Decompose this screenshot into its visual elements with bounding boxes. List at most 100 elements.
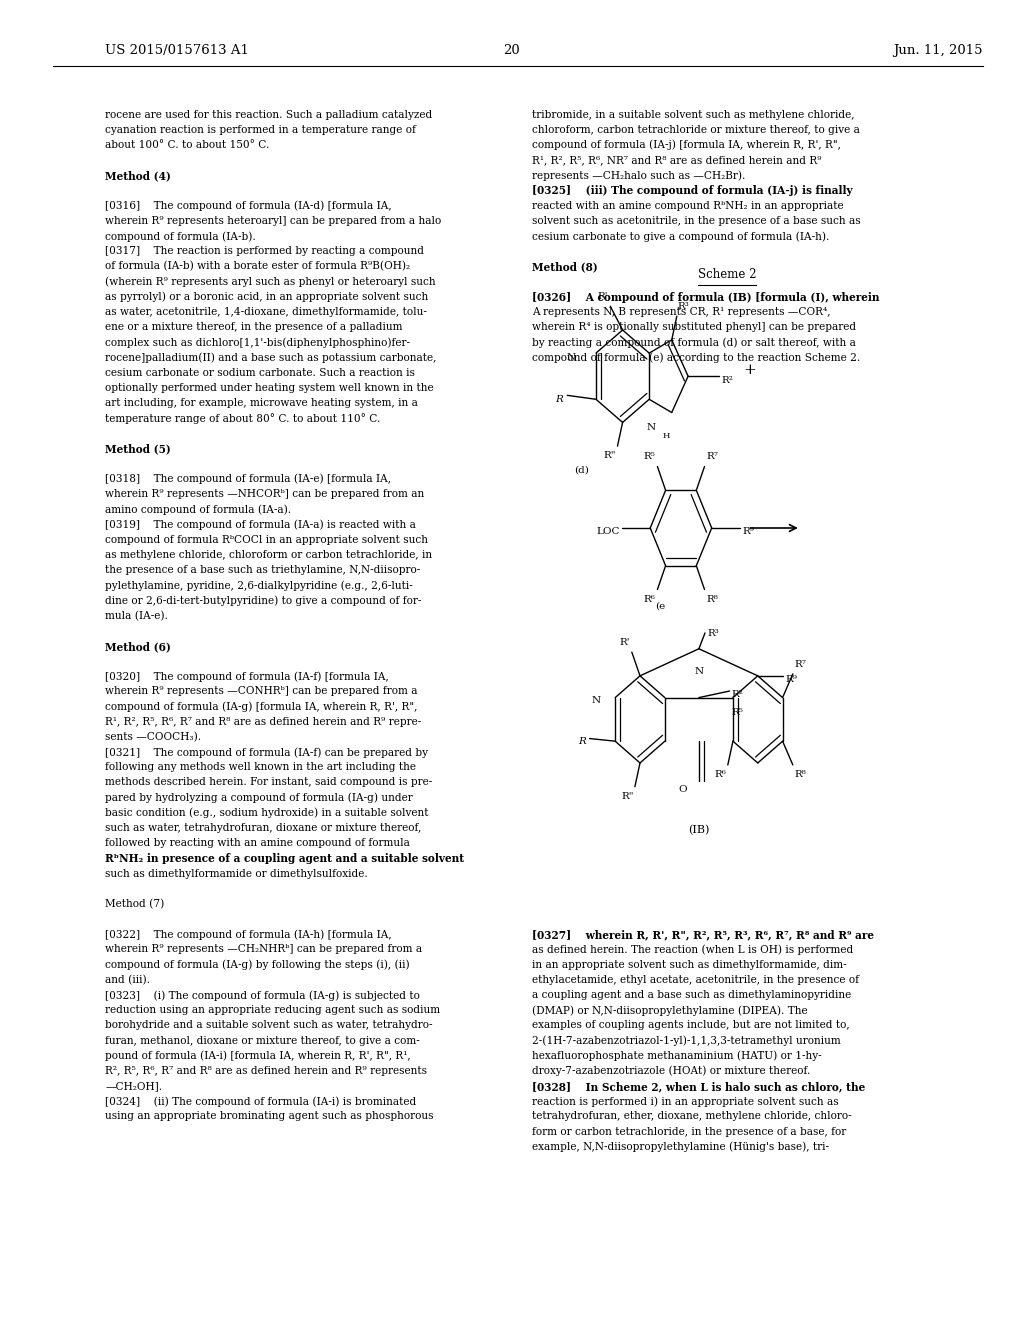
Text: droxy-7-azabenzotriazole (HOAt) or mixture thereof.: droxy-7-azabenzotriazole (HOAt) or mixtu… [532, 1067, 811, 1077]
Text: —CH₂OH].: —CH₂OH]. [105, 1081, 163, 1092]
Text: temperature range of about 80° C. to about 110° C.: temperature range of about 80° C. to abo… [105, 413, 381, 424]
Text: [0324]    (ii) The compound of formula (IA-i) is brominated: [0324] (ii) The compound of formula (IA-… [105, 1096, 417, 1107]
Text: the presence of a base such as triethylamine, N,N-diisopro-: the presence of a base such as triethyla… [105, 565, 421, 576]
Text: following any methods well known in the art including the: following any methods well known in the … [105, 762, 417, 772]
Text: (DMAP) or N,N-diisopropylethylamine (DIPEA). The: (DMAP) or N,N-diisopropylethylamine (DIP… [532, 1006, 808, 1016]
Text: [0326]    A compound of formula (IB) [formula (I), wherein: [0326] A compound of formula (IB) [formu… [532, 292, 880, 302]
Text: compound of formula (e) according to the reaction Scheme 2.: compound of formula (e) according to the… [532, 352, 861, 363]
Text: Scheme 2: Scheme 2 [697, 268, 757, 281]
Text: by reacting a compound of formula (d) or salt thereof, with a: by reacting a compound of formula (d) or… [532, 337, 856, 348]
Text: represents —CH₂halo such as —CH₂Br).: represents —CH₂halo such as —CH₂Br). [532, 170, 745, 181]
Text: [0319]    The compound of formula (IA-a) is reacted with a: [0319] The compound of formula (IA-a) is… [105, 519, 417, 531]
Text: optionally performed under heating system well known in the: optionally performed under heating syste… [105, 383, 434, 393]
Text: 20: 20 [504, 44, 520, 57]
Text: +: + [743, 363, 756, 376]
Text: O: O [678, 784, 686, 793]
Text: tetrahydrofuran, ether, dioxane, methylene chloride, chloro-: tetrahydrofuran, ether, dioxane, methyle… [532, 1111, 852, 1122]
Text: followed by reacting with an amine compound of formula: followed by reacting with an amine compo… [105, 838, 411, 849]
Text: R⁸: R⁸ [707, 595, 719, 603]
Text: R: R [579, 737, 587, 746]
Text: as pyrrolyl) or a boronic acid, in an appropriate solvent such: as pyrrolyl) or a boronic acid, in an ap… [105, 292, 429, 302]
Text: compound of formula (IA-g) by following the steps (i), (ii): compound of formula (IA-g) by following … [105, 960, 410, 970]
Text: (e: (e [655, 602, 666, 611]
Text: cyanation reaction is performed in a temperature range of: cyanation reaction is performed in a tem… [105, 124, 417, 135]
Text: compound of formula RᵇCOCl in an appropriate solvent such: compound of formula RᵇCOCl in an appropr… [105, 535, 428, 545]
Text: rocene are used for this reaction. Such a palladium catalyzed: rocene are used for this reaction. Such … [105, 110, 433, 120]
Text: a coupling agent and a base such as dimethylaminopyridine: a coupling agent and a base such as dime… [532, 990, 852, 1001]
Text: [0316]    The compound of formula (IA-d) [formula IA,: [0316] The compound of formula (IA-d) [f… [105, 201, 392, 211]
Text: such as dimethylformamide or dimethylsulfoxide.: such as dimethylformamide or dimethylsul… [105, 869, 369, 879]
Text: tribromide, in a suitable solvent such as methylene chloride,: tribromide, in a suitable solvent such a… [532, 110, 855, 120]
Text: chloroform, carbon tetrachloride or mixture thereof, to give a: chloroform, carbon tetrachloride or mixt… [532, 124, 860, 135]
Text: complex such as dichloro[1,1'-bis(diphenylphosphino)fer-: complex such as dichloro[1,1'-bis(diphen… [105, 337, 411, 348]
Text: Method (7): Method (7) [105, 899, 165, 909]
Text: compound of formula (IA-g) [formula IA, wherein R, R', R",: compound of formula (IA-g) [formula IA, … [105, 702, 418, 713]
Text: compound of formula (IA-j) [formula IA, wherein R, R', R",: compound of formula (IA-j) [formula IA, … [532, 140, 842, 150]
Text: wherein R⁴ is optionally substituted phenyl] can be prepared: wherein R⁴ is optionally substituted phe… [532, 322, 857, 333]
Text: R': R' [620, 638, 630, 647]
Text: sents —COOCH₃).: sents —COOCH₃). [105, 731, 202, 742]
Text: H: H [663, 433, 670, 441]
Text: [0325]    (iii) The compound of formula (IA-j) is finally: [0325] (iii) The compound of formula (IA… [532, 186, 853, 197]
Text: art including, for example, microwave heating system, in a: art including, for example, microwave he… [105, 399, 419, 408]
Text: wherein R⁹ represents —CH₂NHRᵇ] can be prepared from a: wherein R⁹ represents —CH₂NHRᵇ] can be p… [105, 944, 423, 954]
Text: (IB): (IB) [688, 825, 710, 836]
Text: rocene]palladium(II) and a base such as potassium carbonate,: rocene]palladium(II) and a base such as … [105, 352, 437, 363]
Text: R⁹: R⁹ [742, 528, 755, 536]
Text: about 100° C. to about 150° C.: about 100° C. to about 150° C. [105, 140, 270, 150]
Text: pylethylamine, pyridine, 2,6-dialkylpyridine (e.g., 2,6-luti-: pylethylamine, pyridine, 2,6-dialkylpyri… [105, 581, 414, 591]
Text: [0322]    The compound of formula (IA-h) [formula IA,: [0322] The compound of formula (IA-h) [f… [105, 929, 392, 940]
Text: as water, acetonitrile, 1,4-dioxane, dimethylformamide, tolu-: as water, acetonitrile, 1,4-dioxane, dim… [105, 306, 427, 317]
Text: R⁷: R⁷ [707, 453, 719, 461]
Text: R": R" [604, 451, 616, 461]
Text: pound of formula (IA-i) [formula IA, wherein R, R', R", R¹,: pound of formula (IA-i) [formula IA, whe… [105, 1051, 411, 1061]
Text: using an appropriate brominating agent such as phosphorous: using an appropriate brominating agent s… [105, 1111, 434, 1122]
Text: RᵇNH₂ in presence of a coupling agent and a suitable solvent: RᵇNH₂ in presence of a coupling agent an… [105, 853, 465, 865]
Text: solvent such as acetonitrile, in the presence of a base such as: solvent such as acetonitrile, in the pre… [532, 215, 861, 226]
Text: amino compound of formula (IA-a).: amino compound of formula (IA-a). [105, 504, 292, 515]
Text: [0320]    The compound of formula (IA-f) [formula IA,: [0320] The compound of formula (IA-f) [f… [105, 671, 389, 682]
Text: compound of formula (IA-b).: compound of formula (IA-b). [105, 231, 256, 242]
Text: reaction is performed i) in an appropriate solvent such as: reaction is performed i) in an appropria… [532, 1096, 839, 1107]
Text: R: R [555, 395, 563, 404]
Text: R⁵: R⁵ [643, 453, 655, 461]
Text: R¹, R², R⁵, R⁶, R⁷ and R⁸ are as defined herein and R⁹ repre-: R¹, R², R⁵, R⁶, R⁷ and R⁸ are as defined… [105, 717, 422, 727]
Text: ene or a mixture thereof, in the presence of a palladium: ene or a mixture thereof, in the presenc… [105, 322, 403, 333]
Text: [0323]    (i) The compound of formula (IA-g) is subjected to: [0323] (i) The compound of formula (IA-g… [105, 990, 420, 1001]
Text: reduction using an appropriate reducing agent such as sodium: reduction using an appropriate reducing … [105, 1006, 440, 1015]
Text: US 2015/0157613 A1: US 2015/0157613 A1 [105, 44, 250, 57]
Text: R²: R² [731, 690, 743, 700]
Text: R³: R³ [707, 630, 719, 638]
Text: R², R⁵, R⁶, R⁷ and R⁸ are as defined herein and R⁹ represents: R², R⁵, R⁶, R⁷ and R⁸ are as defined her… [105, 1067, 427, 1076]
Text: N: N [694, 667, 703, 676]
Text: R⁶: R⁶ [715, 771, 727, 779]
Text: mula (IA-e).: mula (IA-e). [105, 610, 168, 620]
Text: basic condition (e.g., sodium hydroxide) in a suitable solvent: basic condition (e.g., sodium hydroxide)… [105, 808, 429, 818]
Text: [0321]    The compound of formula (IA-f) can be prepared by: [0321] The compound of formula (IA-f) ca… [105, 747, 428, 758]
Text: R²: R² [722, 376, 734, 384]
Text: and (iii).: and (iii). [105, 974, 151, 985]
Text: hexafluorophosphate methanaminium (HATU) or 1-hy-: hexafluorophosphate methanaminium (HATU)… [532, 1051, 822, 1061]
Text: Method (5): Method (5) [105, 444, 171, 454]
Text: (d): (d) [574, 466, 589, 475]
Text: of formula (IA-b) with a borate ester of formula R⁹B(OH)₂: of formula (IA-b) with a borate ester of… [105, 261, 411, 272]
Text: R⁶: R⁶ [643, 595, 655, 603]
Text: as defined herein. The reaction (when L is OH) is performed: as defined herein. The reaction (when L … [532, 945, 854, 956]
Text: pared by hydrolyzing a compound of formula (IA-g) under: pared by hydrolyzing a compound of formu… [105, 792, 414, 804]
Text: R³: R³ [678, 302, 689, 312]
Text: 2-(1H-7-azabenzotriazol-1-yl)-1,1,3,3-tetramethyl uronium: 2-(1H-7-azabenzotriazol-1-yl)-1,1,3,3-te… [532, 1035, 842, 1047]
Text: A represents N, B represents CR, R¹ represents —COR⁴,: A represents N, B represents CR, R¹ repr… [532, 306, 831, 317]
Text: methods described herein. For instant, said compound is pre-: methods described herein. For instant, s… [105, 777, 433, 788]
Text: Method (4): Method (4) [105, 170, 171, 181]
Text: borohydride and a suitable solvent such as water, tetrahydro-: borohydride and a suitable solvent such … [105, 1020, 433, 1031]
Text: ethylacetamide, ethyl acetate, acetonitrile, in the presence of: ethylacetamide, ethyl acetate, acetonitr… [532, 974, 859, 985]
Text: N: N [592, 696, 601, 705]
Text: [0318]    The compound of formula (IA-e) [formula IA,: [0318] The compound of formula (IA-e) [f… [105, 474, 391, 484]
Text: furan, methanol, dioxane or mixture thereof, to give a com-: furan, methanol, dioxane or mixture ther… [105, 1035, 420, 1045]
Text: as methylene chloride, chloroform or carbon tetrachloride, in: as methylene chloride, chloroform or car… [105, 549, 432, 560]
Text: cesium carbonate to give a compound of formula (IA-h).: cesium carbonate to give a compound of f… [532, 231, 829, 242]
Text: N: N [566, 352, 575, 362]
Text: R¹, R², R⁵, R⁶, NR⁷ and R⁸ are as defined herein and R⁹: R¹, R², R⁵, R⁶, NR⁷ and R⁸ are as define… [532, 154, 822, 165]
Text: R⁹: R⁹ [785, 676, 798, 684]
Text: reacted with an amine compound RᵇNH₂ in an appropriate: reacted with an amine compound RᵇNH₂ in … [532, 201, 844, 211]
